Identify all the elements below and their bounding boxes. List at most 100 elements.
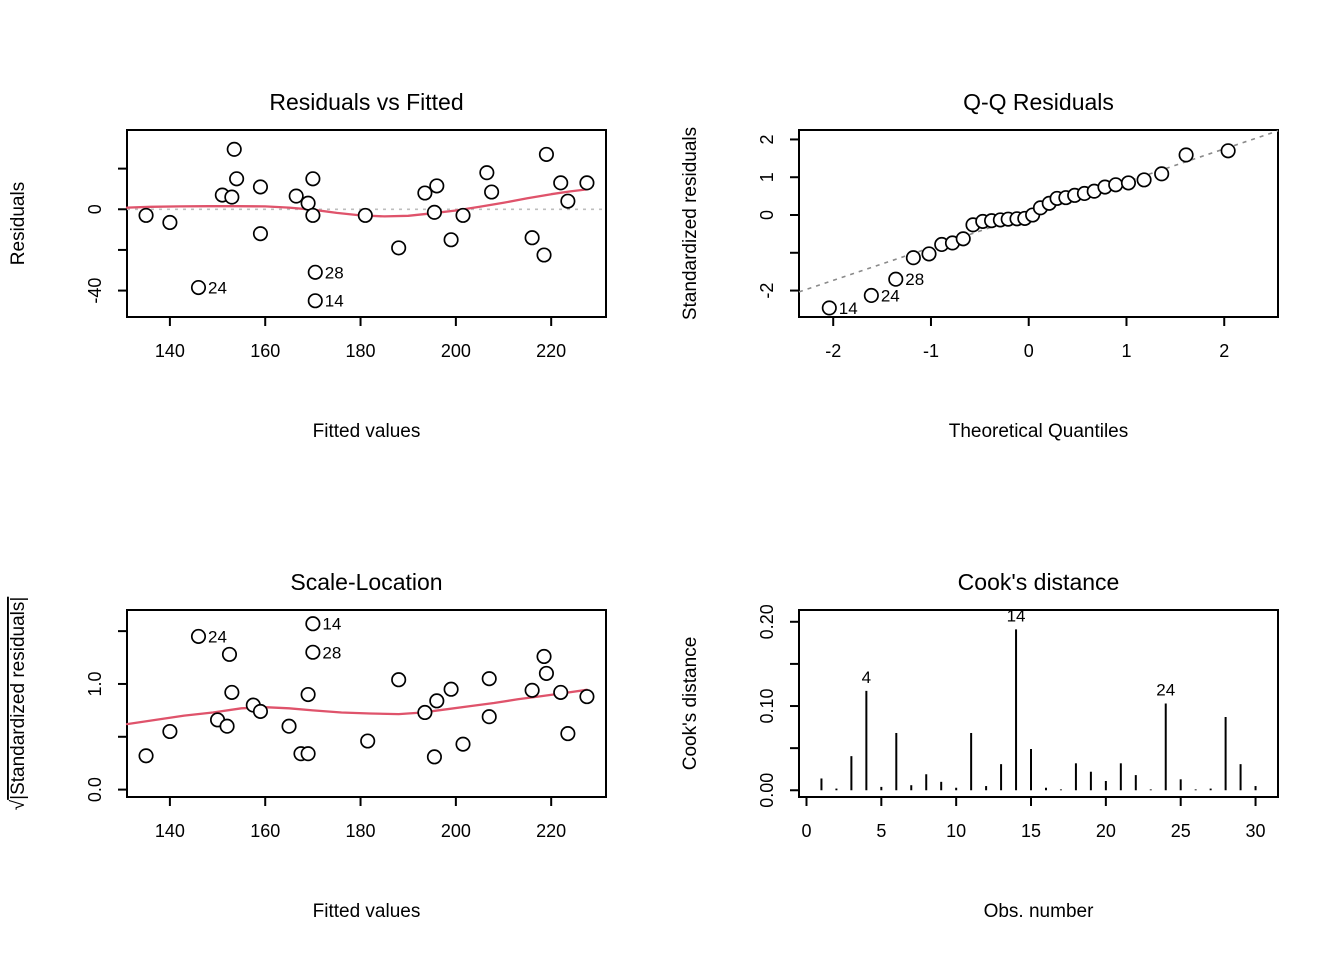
data-point bbox=[305, 207, 321, 223]
x-tick-label: 220 bbox=[536, 341, 566, 361]
panel-qq-residuals: Q-Q Residuals -2 -1 0 1 2 2 1 0 -2 Theoretical Qua… bbox=[680, 89, 1279, 442]
data-point bbox=[138, 748, 154, 764]
plot-box bbox=[126, 129, 607, 318]
data-point bbox=[426, 749, 442, 765]
data-point bbox=[190, 628, 207, 644]
x-tick-label: 30 bbox=[1246, 821, 1266, 841]
point-label: 28 bbox=[905, 270, 924, 289]
data-point bbox=[429, 178, 445, 194]
bar-label: 14 bbox=[1007, 606, 1026, 625]
bar-label: 24 bbox=[1156, 681, 1175, 700]
y-axis-title: Residuals bbox=[8, 182, 29, 265]
data-point bbox=[429, 693, 445, 709]
data-point bbox=[252, 703, 269, 719]
data-point bbox=[417, 704, 433, 721]
x-tick-label: 0 bbox=[801, 821, 811, 841]
data-point bbox=[224, 189, 240, 205]
y-tick-label: 1 bbox=[757, 172, 777, 182]
data-point bbox=[481, 709, 497, 725]
y-tick-label: 0.20 bbox=[757, 604, 777, 639]
y-tick-label: 2 bbox=[757, 134, 777, 144]
x-tick-label: 5 bbox=[876, 821, 886, 841]
data-point bbox=[190, 279, 207, 296]
x-tick-label: 220 bbox=[536, 821, 566, 841]
panel-scale-location: Scale-Location 140 160 180 200 220 1.0 0.0 Fitte… bbox=[8, 569, 607, 922]
x-tick-label: 160 bbox=[250, 341, 280, 361]
y-axis-title: Cook's distance bbox=[680, 637, 701, 771]
y-tick-label: 0 bbox=[85, 204, 105, 214]
data-point bbox=[955, 231, 971, 247]
data-point bbox=[481, 671, 497, 687]
y-tick-label: 0.10 bbox=[757, 689, 777, 724]
y-axis-title: √|Standardized residuals| bbox=[8, 597, 29, 811]
data-point bbox=[162, 723, 178, 740]
data-point bbox=[426, 204, 442, 220]
data-point bbox=[229, 171, 245, 187]
panel-cooks-distance: Cook's distance 0 5 10 15 20 25 30 0.20 0.10 0.00 O… bbox=[680, 569, 1279, 922]
data-point bbox=[221, 646, 238, 662]
panel-title: Residuals vs Fitted bbox=[269, 89, 463, 115]
panel-title: Scale-Location bbox=[290, 569, 442, 595]
x-axis-title: Fitted values bbox=[313, 421, 421, 442]
data-point bbox=[536, 648, 552, 665]
x-tick-label: 0 bbox=[1024, 341, 1034, 361]
data-point bbox=[455, 736, 471, 752]
data-point bbox=[538, 146, 554, 162]
data-point bbox=[357, 207, 373, 223]
data-point bbox=[1108, 177, 1124, 193]
bar-label: 4 bbox=[862, 668, 871, 687]
point-label: 14 bbox=[322, 615, 341, 634]
data-point bbox=[288, 188, 304, 204]
data-point bbox=[417, 185, 433, 201]
data-point bbox=[1120, 175, 1136, 191]
data-point bbox=[560, 193, 576, 209]
data-point bbox=[443, 232, 459, 248]
data-point bbox=[821, 300, 837, 316]
data-point bbox=[360, 733, 376, 749]
data-point bbox=[863, 287, 879, 304]
data-point bbox=[1154, 166, 1170, 182]
plot-box bbox=[126, 609, 607, 798]
x-tick-label: 2 bbox=[1219, 341, 1229, 361]
x-tick-label: 200 bbox=[441, 341, 471, 361]
y-tick-label: 0.0 bbox=[85, 777, 105, 802]
x-tick-label: 10 bbox=[946, 821, 966, 841]
data-point bbox=[305, 644, 321, 660]
point-label: 28 bbox=[322, 643, 341, 662]
data-point bbox=[524, 230, 540, 246]
data-point bbox=[305, 171, 321, 187]
x-tick-label: 1 bbox=[1121, 341, 1131, 361]
data-point bbox=[455, 207, 471, 223]
data-point bbox=[252, 179, 269, 195]
data-point bbox=[443, 681, 459, 697]
data-point bbox=[905, 250, 921, 266]
data-point bbox=[226, 141, 242, 157]
point-label: 24 bbox=[881, 286, 900, 305]
x-tick-label: 200 bbox=[441, 821, 471, 841]
data-point bbox=[536, 247, 552, 263]
point-label: 14 bbox=[325, 292, 344, 311]
data-point bbox=[300, 686, 316, 703]
data-point bbox=[1136, 172, 1152, 188]
data-point bbox=[479, 165, 495, 181]
point-label: 24 bbox=[208, 627, 227, 646]
x-axis-title: Fitted values bbox=[313, 901, 421, 922]
x-axis-title: Theoretical Quantiles bbox=[949, 421, 1129, 442]
data-point bbox=[162, 214, 178, 231]
data-point bbox=[281, 718, 297, 734]
plot-box bbox=[798, 609, 1279, 798]
y-tick-label: 1.0 bbox=[85, 671, 105, 696]
x-tick-label: -2 bbox=[825, 341, 841, 361]
point-label: 14 bbox=[839, 299, 858, 318]
point-label: 28 bbox=[325, 263, 344, 282]
data-point bbox=[524, 682, 540, 698]
x-tick-label: -1 bbox=[923, 341, 939, 361]
data-point bbox=[219, 718, 235, 734]
data-point bbox=[300, 746, 316, 762]
data-point bbox=[560, 726, 576, 742]
panel-title: Q-Q Residuals bbox=[963, 89, 1114, 115]
data-point bbox=[1178, 147, 1194, 163]
smooth-curve bbox=[125, 688, 589, 726]
x-tick-label: 140 bbox=[155, 341, 185, 361]
